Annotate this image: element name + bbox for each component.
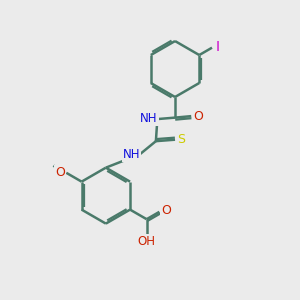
- Text: OH: OH: [138, 236, 156, 248]
- Text: NH: NH: [140, 112, 158, 125]
- Text: O: O: [193, 110, 202, 123]
- Text: I: I: [215, 40, 219, 54]
- Text: NH: NH: [123, 148, 140, 161]
- Text: S: S: [178, 133, 185, 146]
- Text: O: O: [161, 204, 171, 217]
- Text: O: O: [55, 166, 65, 179]
